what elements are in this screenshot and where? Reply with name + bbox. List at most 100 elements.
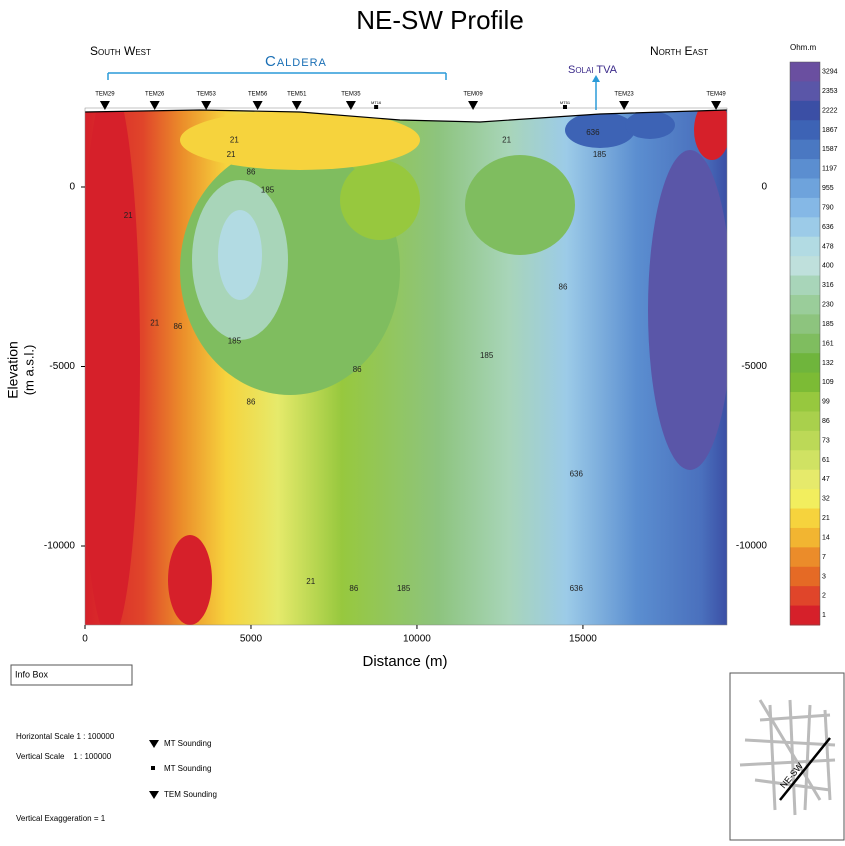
- y-tick-label: -5000: [49, 361, 75, 372]
- colorbar-label: 790: [822, 204, 834, 211]
- station-label: TEM56: [248, 92, 268, 98]
- colorbar-label: 185: [822, 321, 834, 328]
- colorbar-swatch: [790, 120, 820, 141]
- station-marker: [252, 101, 263, 110]
- title: NE-SW Profile: [356, 5, 524, 35]
- colorbar-label: 1: [822, 612, 826, 619]
- contour-label: 636: [570, 584, 584, 593]
- y-tick-label-right: -5000: [741, 361, 767, 372]
- y-tick-label: 0: [69, 182, 75, 193]
- colorbar-swatch: [790, 256, 820, 277]
- station-label: TEM09: [463, 92, 483, 98]
- station-marker: [99, 101, 110, 110]
- y-tick-label-right: 0: [761, 182, 767, 193]
- y-tick-label: -10000: [44, 541, 76, 552]
- colorbar-swatch: [790, 372, 820, 393]
- colorbar-label: 21: [822, 515, 830, 522]
- legend-symbol: [151, 766, 155, 770]
- colorbar-swatch: [790, 527, 820, 548]
- colorbar-label: 161: [822, 340, 834, 347]
- colorbar-swatch: [790, 586, 820, 607]
- colorbar-swatch: [790, 411, 820, 432]
- x-tick-label: 0: [82, 634, 88, 645]
- colorbar-label: 7: [822, 554, 826, 561]
- info-text: Vertical Scale 1 : 100000: [16, 752, 112, 761]
- colorbar-label: 1587: [822, 146, 838, 153]
- contour-label: 185: [228, 336, 242, 345]
- station-label: TEM51: [287, 92, 307, 98]
- x-tick-label: 15000: [569, 634, 597, 645]
- colorbar-label: 2353: [822, 88, 838, 95]
- info-text: Horizontal Scale 1 : 100000: [16, 732, 115, 741]
- x-tick-label: 5000: [240, 634, 263, 645]
- colorbar-label: 3: [822, 573, 826, 580]
- info-text: Vertical Exaggeration = 1: [16, 814, 106, 823]
- colorbar-swatch: [790, 450, 820, 471]
- colorbar-swatch: [790, 353, 820, 374]
- colorbar-swatch: [790, 489, 820, 510]
- colorbar-swatch: [790, 508, 820, 529]
- colorbar-swatch: [790, 566, 820, 587]
- colorbar-label: 32: [822, 496, 830, 503]
- colorbar-swatch: [790, 547, 820, 568]
- contour-label: 21: [150, 319, 159, 328]
- colorbar-label: 86: [822, 418, 830, 425]
- x-tick-label: 10000: [403, 634, 431, 645]
- contour-label: 86: [353, 365, 362, 374]
- station-label: TEM53: [196, 92, 216, 98]
- station-marker: [345, 101, 356, 110]
- contour-label: 636: [586, 128, 600, 137]
- contour-label: 21: [502, 135, 511, 144]
- colorbar-unit: Ohm.m: [790, 43, 817, 52]
- info-box-title: Info Box: [15, 669, 49, 679]
- colorbar-swatch: [790, 217, 820, 238]
- legend-label: MT Sounding: [164, 739, 211, 748]
- colorbar-swatch: [790, 275, 820, 296]
- contour-label: 185: [261, 186, 275, 195]
- contour-label: 185: [593, 150, 607, 159]
- station-label: TEM35: [341, 92, 361, 98]
- colorbar-label: 132: [822, 360, 834, 367]
- contour-label: 21: [306, 577, 315, 586]
- region-label: North East: [650, 44, 708, 58]
- station-label: TEM29: [95, 92, 115, 98]
- y-axis-label: (m a.s.l.): [21, 345, 36, 396]
- contour-label: 86: [173, 322, 182, 331]
- station-label: TEM49: [706, 92, 726, 98]
- colorbar-label: 47: [822, 476, 830, 483]
- contour-label: 86: [559, 283, 568, 292]
- colorbar-swatch: [790, 294, 820, 315]
- colorbar-swatch: [790, 100, 820, 121]
- colorbar-label: 230: [822, 302, 834, 309]
- resistivity-field: [85, 100, 727, 625]
- contour-label: 185: [480, 351, 494, 360]
- colorbar-swatch: [790, 469, 820, 490]
- colorbar-label: 1867: [822, 127, 838, 134]
- colorbar-swatch: [790, 236, 820, 257]
- contour-label: 185: [397, 584, 411, 593]
- colorbar-label: 109: [822, 379, 834, 386]
- colorbar-swatch: [790, 62, 820, 82]
- contour-label: 21: [124, 211, 133, 220]
- colorbar-swatch: [790, 81, 820, 102]
- station-marker: [468, 101, 479, 110]
- station-label: TEM26: [145, 92, 165, 98]
- y-tick-label-right: -10000: [736, 541, 768, 552]
- colorbar-label: 2: [822, 593, 826, 600]
- contour-label: 86: [247, 398, 256, 407]
- legend-label: MT Sounding: [164, 764, 211, 773]
- colorbar-swatch: [790, 139, 820, 160]
- legend-symbol: [149, 791, 159, 799]
- station-marker: [149, 101, 160, 110]
- colorbar-label: 478: [822, 243, 834, 250]
- station-label: TEM23: [614, 92, 634, 98]
- region-label: Solai TVA: [568, 64, 618, 76]
- x-axis-label: Distance (m): [362, 653, 447, 670]
- colorbar-label: 636: [822, 224, 834, 231]
- colorbar-swatch: [790, 430, 820, 451]
- colorbar-label: 14: [822, 534, 830, 541]
- contour-label: 86: [349, 584, 358, 593]
- colorbar-swatch: [790, 159, 820, 179]
- station-marker: [711, 101, 722, 110]
